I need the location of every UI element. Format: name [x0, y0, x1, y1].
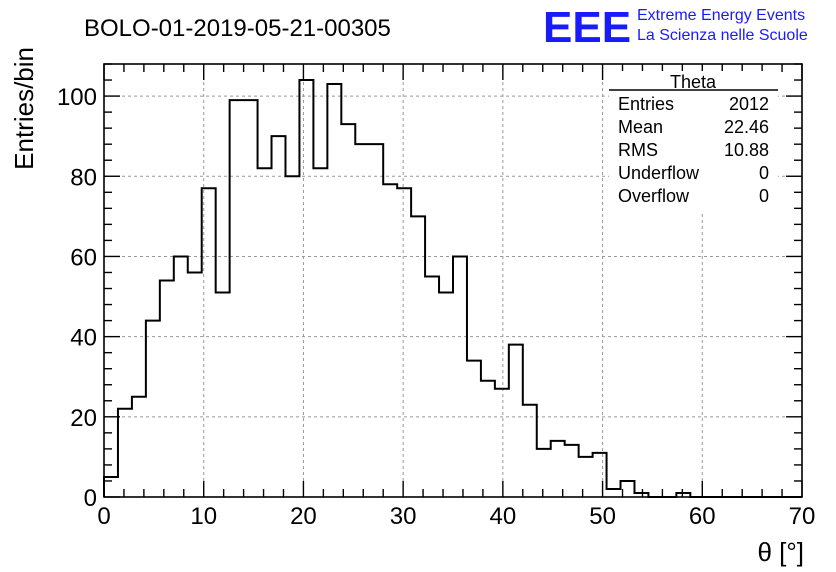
stats-row-label: Overflow	[618, 186, 690, 206]
y-tick-label: 100	[57, 84, 97, 111]
stats-row-value: 0	[759, 186, 769, 206]
stats-row-label: Mean	[618, 117, 663, 137]
y-tick-label: 60	[70, 244, 97, 271]
plot-frame	[103, 63, 803, 498]
y-tick-label: 80	[70, 164, 97, 191]
logo-line-2: La Scienza nelle Scuole	[637, 27, 808, 44]
x-tick-label: 40	[490, 503, 517, 530]
histogram-line	[103, 79, 802, 498]
y-tick-label: 0	[84, 485, 97, 512]
chart-title: BOLO-01-2019-05-21-00305	[84, 15, 391, 42]
x-tick-label: 20	[290, 503, 317, 530]
stats-row-value: 10.88	[724, 140, 769, 160]
y-tick-label: 40	[70, 325, 97, 352]
stats-row-label: Entries	[618, 94, 674, 114]
y-tick-labels: 0 20 40 60 80 100	[57, 84, 97, 512]
stats-box: Theta Entries 2012 Mean 22.46 RMS 10.88 Underf…	[609, 71, 778, 211]
x-tick-label: 10	[190, 503, 217, 530]
x-tick-labels: 0 10 20 30 40 50 60 70	[97, 503, 815, 530]
y-axis-label: Entries/bin	[9, 47, 39, 170]
stats-row-value: 2012	[729, 94, 769, 114]
x-tick-label: 30	[390, 503, 417, 530]
stats-row-value: 22.46	[724, 117, 769, 137]
y-tick-label: 20	[70, 405, 97, 432]
stats-row-label: Underflow	[618, 163, 700, 183]
x-tick-label: 70	[789, 503, 816, 530]
stats-title: Theta	[670, 72, 717, 92]
x-axis-label: θ [°]	[757, 537, 804, 567]
x-tick-label: 60	[689, 503, 716, 530]
stats-row-label: RMS	[618, 140, 658, 160]
logo-line-1: Extreme Energy Events	[637, 7, 805, 24]
axis-ticks	[103, 63, 803, 498]
logo-text: EEE	[543, 3, 631, 52]
stats-row-value: 0	[759, 163, 769, 183]
x-tick-label: 0	[97, 503, 110, 530]
x-tick-label: 50	[589, 503, 616, 530]
eee-logo: EEE Extreme Energy Events La Scienza nel…	[543, 3, 808, 52]
